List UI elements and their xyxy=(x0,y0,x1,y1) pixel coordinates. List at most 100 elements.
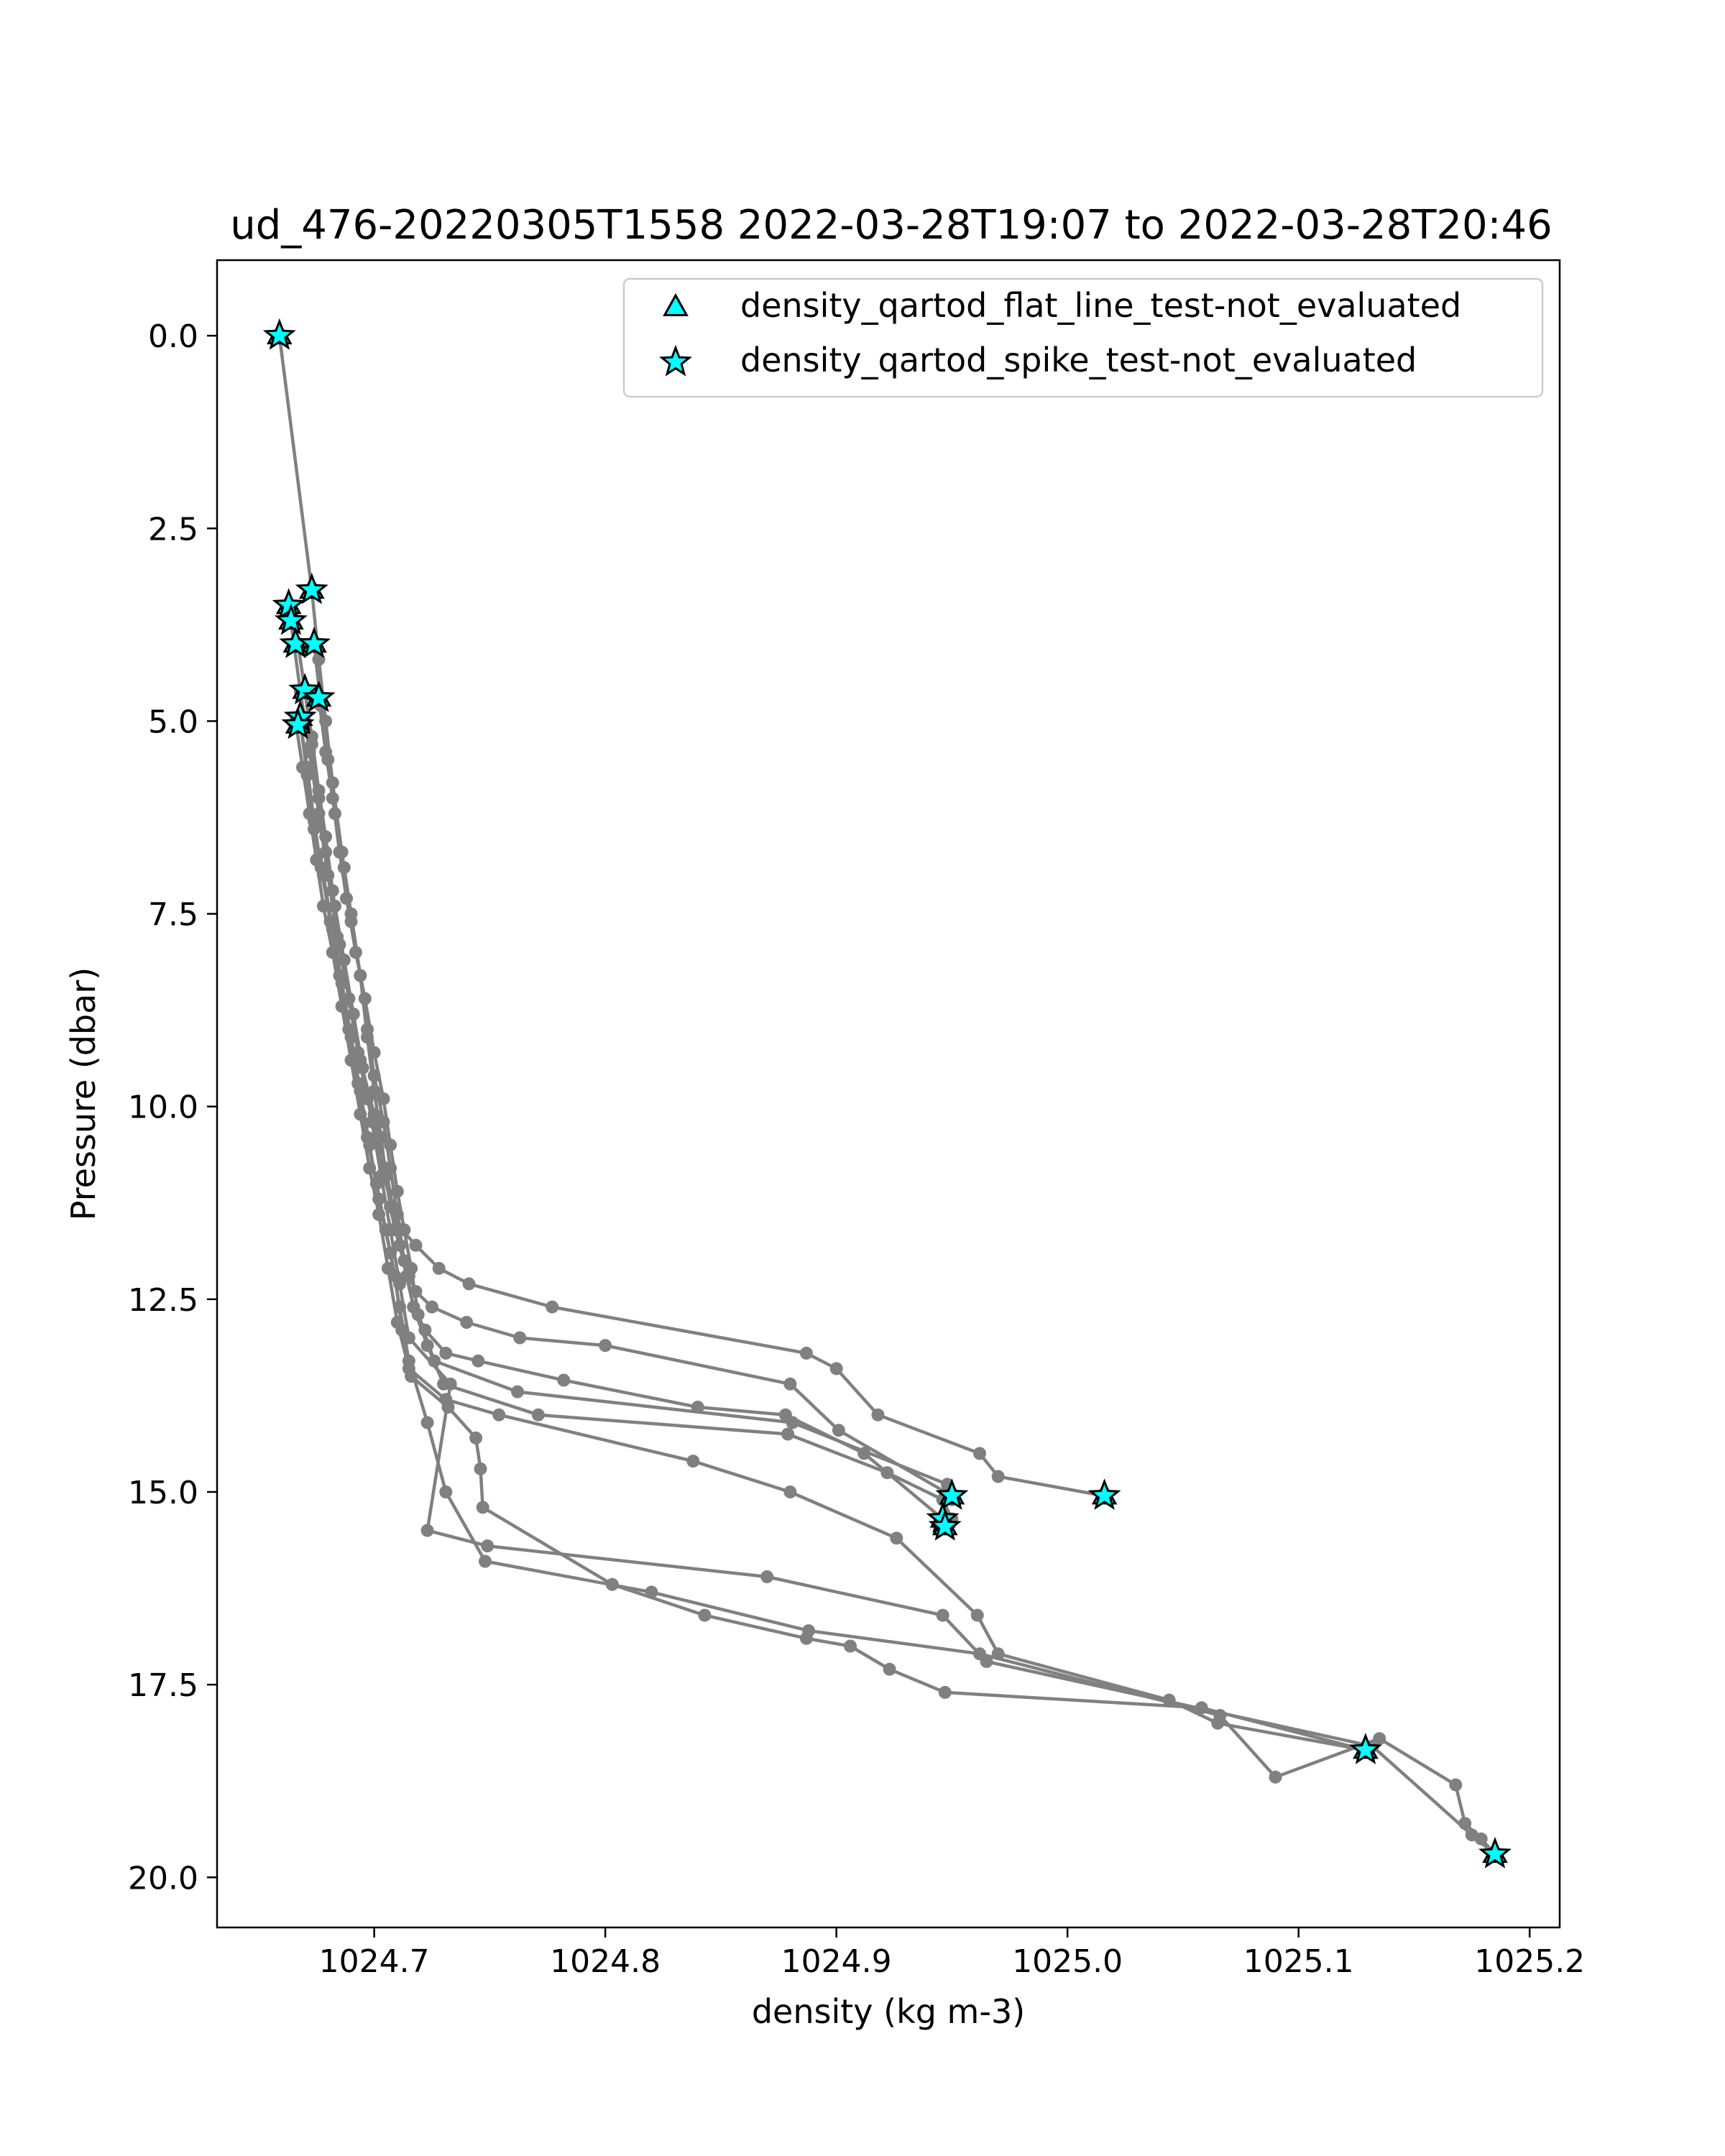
profile-4-point xyxy=(367,1069,381,1082)
profile-7-point xyxy=(354,1107,367,1121)
profile-5-point xyxy=(367,1046,381,1059)
profile-4-point xyxy=(390,1207,404,1221)
profile-9-point xyxy=(980,1655,993,1668)
y-axis-ticks: 0.0 2.5 5.0 7.5 10.0 12.5 15.0 17.5 20.0 xyxy=(128,318,217,1897)
spike-test-marker xyxy=(288,673,322,705)
profile-8-point xyxy=(344,1031,358,1044)
x-axis-ticks: 1024.7 1024.8 1024.9 1025.0 1025.1 1025.2 xyxy=(319,1927,1585,1980)
spike-test-marker xyxy=(935,1478,969,1510)
profile-4-point xyxy=(420,1339,434,1353)
profile-5-point xyxy=(405,1261,418,1275)
profile-4-point xyxy=(328,807,341,821)
profile-3-point xyxy=(462,1277,476,1291)
x-tick-label: 1024.8 xyxy=(550,1943,661,1980)
profile-line-7 xyxy=(294,721,1366,1752)
legend-star-icon xyxy=(658,344,693,377)
spike-test-marker xyxy=(1348,1733,1382,1764)
profile-5-point xyxy=(326,791,339,805)
profile-8-point xyxy=(439,1485,453,1498)
profile-3-point xyxy=(409,1238,423,1252)
profile-9-point xyxy=(346,1008,360,1021)
profile-2-point xyxy=(857,1447,871,1460)
profile-9-point xyxy=(393,1277,406,1291)
spike-test-marker xyxy=(281,707,315,740)
x-tick-label: 1024.7 xyxy=(319,1943,430,1980)
y-tick-label: 17.5 xyxy=(128,1667,198,1704)
profile-9-point xyxy=(384,1223,397,1237)
profile-7-point xyxy=(372,1207,386,1221)
legend-item-flat-line: density_qartod_flat_line_test-not_evalua… xyxy=(663,286,1461,325)
profile-2-point xyxy=(557,1373,571,1387)
profile-9-point xyxy=(402,1331,415,1345)
legend-label-spike: density_qartod_spike_test-not_evaluated xyxy=(740,341,1417,379)
profile-3-point xyxy=(546,1300,559,1314)
profile-8-point xyxy=(300,768,314,782)
y-tick-label: 2.5 xyxy=(148,511,198,548)
profile-8-point xyxy=(372,1192,386,1206)
chart-title: ud_476-20220305T1558 2022-03-28T19:07 to… xyxy=(230,202,1552,249)
profile-5-point xyxy=(377,1092,390,1105)
y-axis-label: Pressure (dbar) xyxy=(64,967,103,1220)
y-tick-label: 7.5 xyxy=(148,897,198,934)
spike-test-marker xyxy=(928,1509,962,1541)
spike-test-marker xyxy=(302,680,336,712)
profile-7-point xyxy=(890,1531,903,1545)
profile-8-point xyxy=(393,1300,406,1314)
y-tick-label: 5.0 xyxy=(148,704,198,740)
profile-8-point xyxy=(645,1585,658,1599)
profile-9-point xyxy=(337,953,351,967)
profile-4-point xyxy=(361,1023,374,1036)
profile-2-point xyxy=(393,1238,406,1252)
profile-8-point xyxy=(402,1354,415,1368)
profile-8-point xyxy=(1269,1770,1282,1784)
profile-5-point xyxy=(511,1385,524,1399)
profile-7-point xyxy=(970,1608,984,1622)
profile-5-point xyxy=(786,1416,799,1429)
profile-5-point xyxy=(340,892,353,906)
profile-5-point xyxy=(397,1223,411,1237)
legend-triangle-icon xyxy=(663,292,689,317)
profile-9-point xyxy=(443,1377,457,1391)
profile-7-point xyxy=(390,1316,404,1329)
plot-area xyxy=(262,318,1512,1869)
profile-3-point xyxy=(973,1447,986,1460)
profile-5-point xyxy=(384,1138,397,1152)
x-axis-label: density (kg m-3) xyxy=(752,1992,1025,2031)
legend: density_qartod_flat_line_test-not_evalua… xyxy=(622,277,1544,398)
profile-8-point xyxy=(479,1554,492,1568)
legend-triangle-marker xyxy=(663,292,689,317)
plot-frame xyxy=(216,259,1561,1929)
y-tick-label: 15.0 xyxy=(128,1475,198,1511)
y-tick-label: 0.0 xyxy=(148,318,198,355)
profile-9-point xyxy=(374,1169,388,1183)
profile-9-point xyxy=(312,791,326,805)
profile-9-point xyxy=(319,845,333,859)
legend-star-marker xyxy=(658,344,693,377)
profile-8-point xyxy=(1213,1709,1227,1722)
profile-8-point xyxy=(308,822,321,836)
profile-4-point xyxy=(377,1115,390,1129)
profile-7-point xyxy=(783,1485,797,1498)
spike-test-marker xyxy=(295,572,328,604)
profile-5-point xyxy=(390,1184,404,1198)
spike-test-marker xyxy=(262,318,296,350)
profile-9-point xyxy=(305,737,318,751)
profile-9-point xyxy=(420,1524,434,1537)
profile-9-point xyxy=(1465,1828,1478,1842)
profile-4-point xyxy=(337,861,351,875)
profile-5-point xyxy=(319,745,333,759)
profile-6-point xyxy=(883,1662,896,1676)
profile-6-point xyxy=(844,1639,857,1653)
profile-7-point xyxy=(381,1261,395,1275)
profile-9-point xyxy=(936,1608,949,1622)
profile-8-point xyxy=(354,1084,367,1098)
profile-3-point xyxy=(432,1261,446,1275)
profile-7-point xyxy=(363,1161,377,1175)
spike-test-marker xyxy=(297,626,331,658)
profile-9-point xyxy=(760,1570,774,1583)
profile-3-point xyxy=(799,1346,813,1360)
profile-5-point xyxy=(349,946,362,959)
profile-4-point xyxy=(344,915,358,929)
